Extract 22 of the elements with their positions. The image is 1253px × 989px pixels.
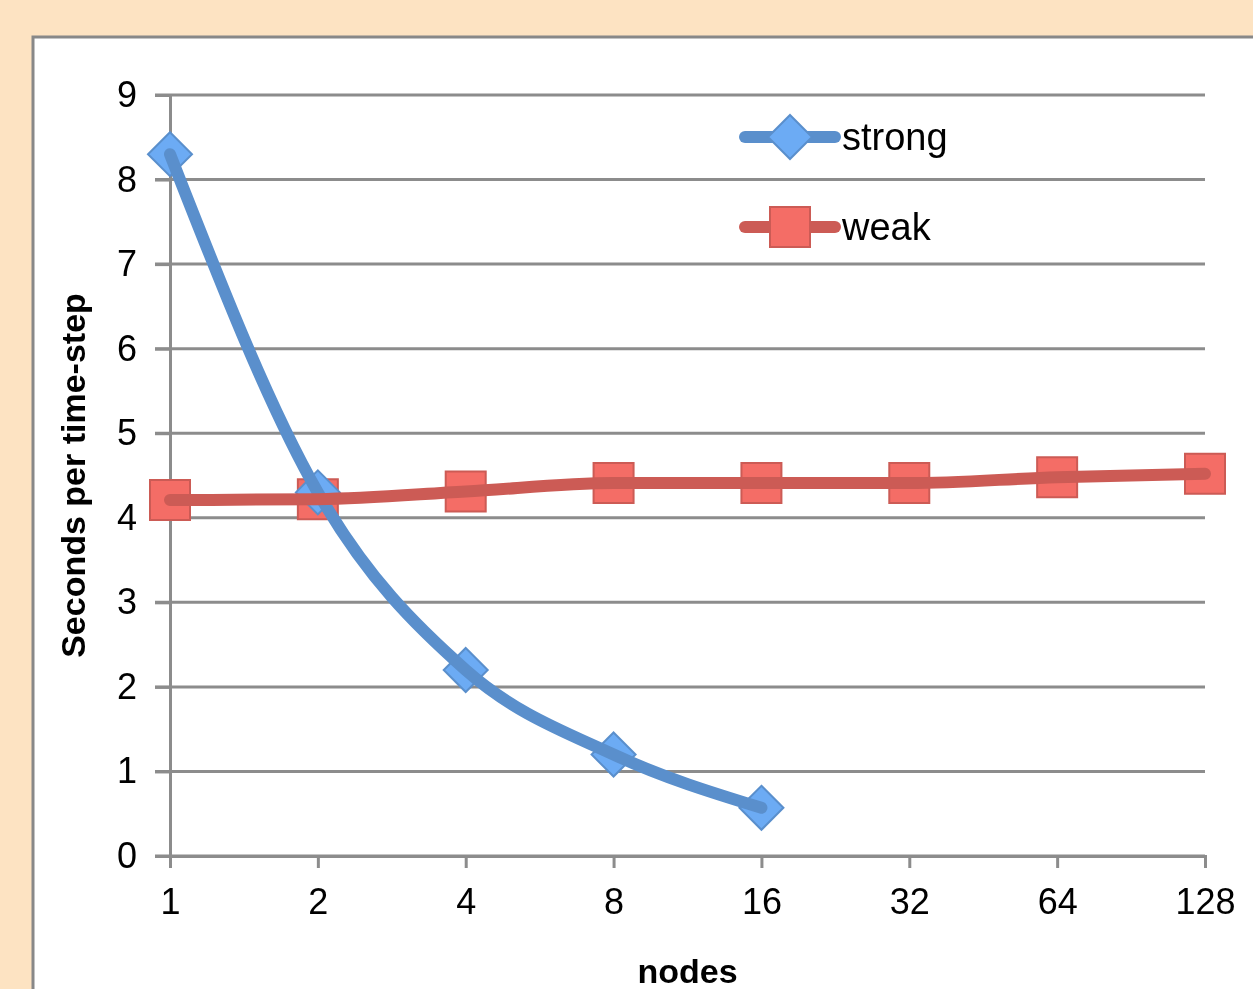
y-tick-label: 1 xyxy=(116,750,137,792)
x-tick-label: 1 xyxy=(160,880,181,922)
x-tick-label: 32 xyxy=(889,880,930,922)
y-tick-label: 6 xyxy=(116,327,137,369)
x-tick-label: 64 xyxy=(1037,880,1078,922)
x-tick-label: 4 xyxy=(456,880,477,922)
x-axis-title: nodes xyxy=(637,952,738,989)
x-tick-label: 2 xyxy=(308,880,329,922)
x-tick-label: 128 xyxy=(1175,880,1236,922)
y-tick-label: 9 xyxy=(116,74,137,116)
y-tick-label: 4 xyxy=(116,496,137,538)
y-tick-label: 5 xyxy=(116,412,137,454)
y-tick-label: 0 xyxy=(116,835,137,877)
x-tick-label: 8 xyxy=(604,880,625,922)
y-tick-label: 8 xyxy=(116,158,137,200)
y-tick-label: 7 xyxy=(116,243,137,285)
y-axis-title: Seconds per time-step xyxy=(54,293,92,658)
legend-label: strong xyxy=(842,116,948,158)
y-tick-label: 2 xyxy=(116,665,137,707)
x-tick-label: 16 xyxy=(741,880,782,922)
legend-label: weak xyxy=(841,206,932,248)
y-tick-label: 3 xyxy=(116,581,137,623)
